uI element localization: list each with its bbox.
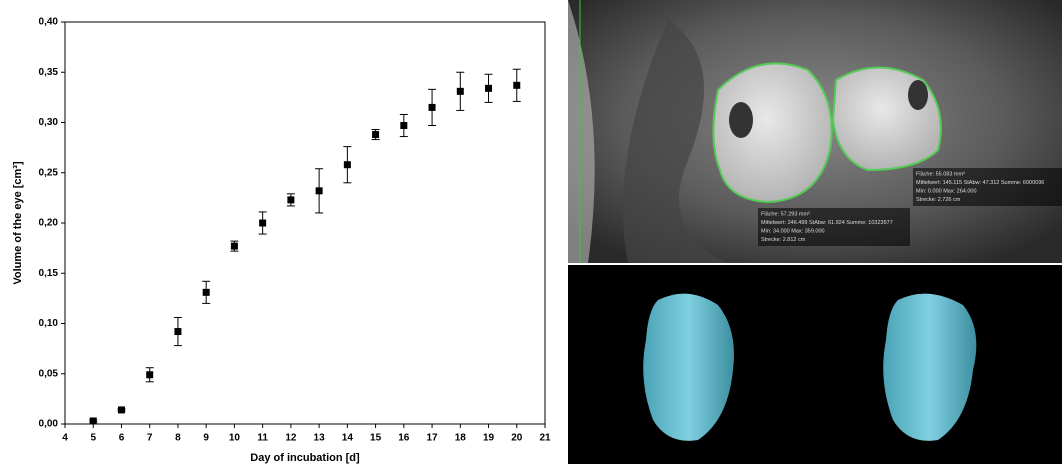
marker: [315, 187, 323, 195]
annotation-text: Strecke: 2.726 cm: [916, 197, 961, 203]
marker: [372, 131, 380, 139]
annotation-box: [913, 168, 1062, 206]
x-tick-label: 13: [314, 433, 326, 444]
annotation: Fläche: 57.293 mm² Mittelwert: 246.499 St…: [761, 211, 893, 243]
x-tick-label: 21: [539, 433, 551, 444]
images: Fläche: 55.083 mm² Mittelwert: 145.115 St…: [568, 0, 1062, 464]
marker: [343, 161, 351, 169]
annotation-text: Min: 34.000 Max: 359.000: [761, 228, 825, 234]
x-tick-label: 10: [229, 433, 241, 444]
annotation-box: [758, 208, 910, 246]
y-tick-label: 0,00: [39, 419, 59, 430]
x-tick-label: 4: [62, 433, 68, 444]
y-tick-label: 0,20: [39, 218, 59, 229]
y-tick-label: 0,10: [39, 318, 59, 329]
annotation-text: Fläche: 55.083 mm²: [916, 171, 965, 177]
x-tick-label: 19: [483, 433, 495, 444]
marker: [117, 406, 125, 414]
x-axis-label: Day of incubation [d]: [250, 452, 360, 464]
x-tick-label: 11: [257, 433, 268, 444]
annotation-text: Mittelwert: 145.115 StAbw: 47.312 Summe:…: [916, 180, 1044, 186]
y-tick-label: 0,35: [39, 67, 59, 78]
marker: [513, 81, 521, 89]
annotation-text: Min: 0.000 Max: 264.000: [916, 188, 977, 194]
x-tick-label: 17: [426, 433, 438, 444]
y-axis-label: Volume of the eye [cm³]: [12, 161, 24, 285]
lens: [908, 80, 928, 110]
x-tick-label: 5: [90, 433, 96, 444]
y-tick-label: 0,30: [39, 117, 59, 128]
y-tick-label: 0,40: [39, 17, 59, 28]
x-tick-label: 18: [455, 433, 467, 444]
x-tick-label: 20: [511, 433, 523, 444]
x-tick-label: 8: [175, 433, 181, 444]
annotation-text: Mittelwert: 246.499 StAbw: 61.924 Summe:…: [761, 220, 893, 226]
marker: [400, 122, 408, 130]
render-panel: [568, 265, 1062, 464]
marker: [428, 103, 436, 111]
marker: [230, 242, 238, 250]
x-tick-label: 14: [342, 433, 354, 444]
y-tick-label: 0,15: [39, 268, 59, 279]
marker: [202, 288, 210, 296]
annotation-text: Fläche: 57.293 mm²: [761, 211, 810, 217]
marker: [89, 417, 97, 425]
marker: [287, 196, 295, 204]
tissue: [623, 20, 728, 263]
eye-render: [643, 293, 734, 441]
chart: Volume of the eye [cm³] Day of incubatio…: [12, 17, 551, 464]
eye-render: [883, 293, 977, 441]
eye-outline: [831, 66, 942, 172]
y-tick-label: 0,05: [39, 368, 59, 379]
annotation: Fläche: 55.083 mm² Mittelwert: 145.115 St…: [916, 171, 1044, 203]
plot-frame: [64, 21, 546, 425]
annotation-text: Strecke: 2.812 cm: [761, 237, 806, 243]
x-tick-label: 12: [285, 433, 297, 444]
marker: [259, 219, 267, 227]
x-tick-label: 16: [398, 433, 410, 444]
marker: [456, 87, 464, 95]
marker: [485, 84, 493, 92]
x-tick-label: 7: [147, 433, 153, 444]
marker: [174, 328, 182, 336]
marker: [146, 371, 154, 379]
x-tick-label: 6: [119, 433, 125, 444]
x-tick-label: 9: [203, 433, 209, 444]
eye-outline: [712, 62, 833, 204]
y-tick-label: 0,25: [39, 167, 59, 178]
x-tick-label: 15: [370, 433, 382, 444]
tissue: [568, 0, 595, 263]
lens: [729, 102, 753, 138]
